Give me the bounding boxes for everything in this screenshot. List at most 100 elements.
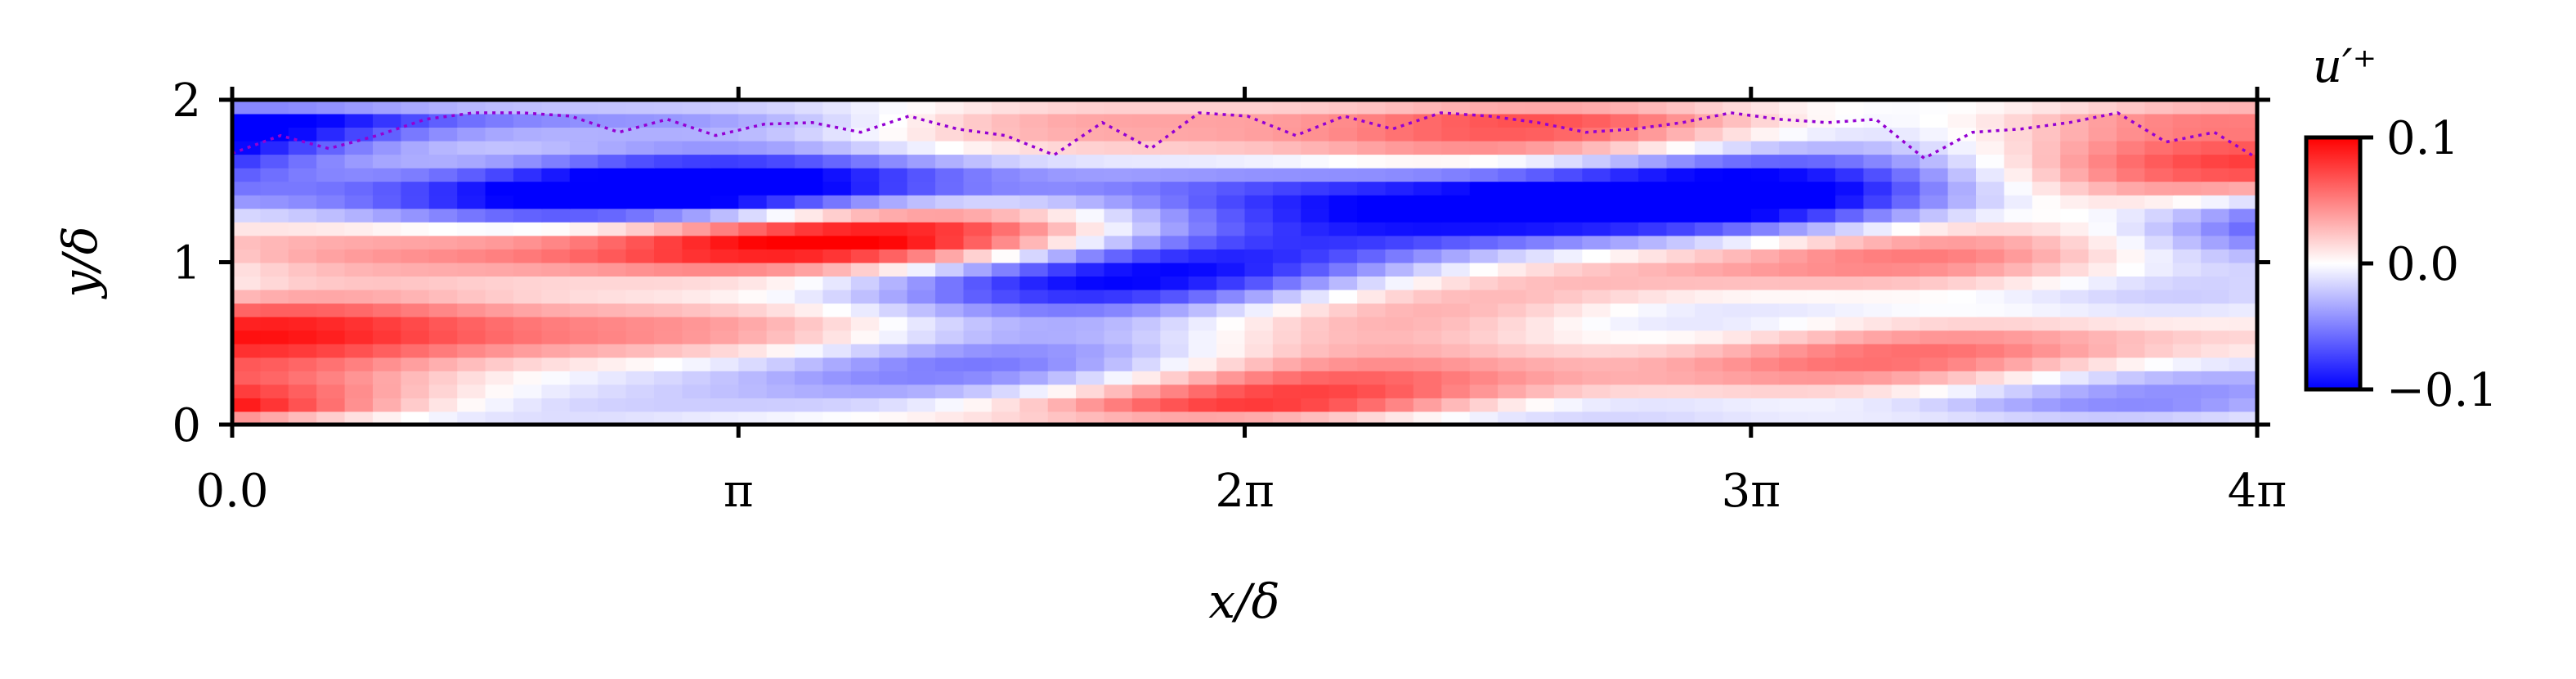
heatmap-cell	[963, 167, 992, 182]
heatmap-cell	[935, 154, 965, 169]
heatmap-cell	[2117, 113, 2146, 128]
heatmap-cell	[2172, 370, 2202, 385]
heatmap-cell	[1723, 208, 1752, 223]
heatmap-cell	[260, 181, 289, 196]
heatmap-cell	[1723, 303, 1752, 317]
heatmap-cell	[1216, 289, 1246, 304]
heatmap-cell	[1920, 384, 1949, 398]
heatmap-cell	[766, 181, 796, 196]
heatmap-cell	[541, 181, 571, 196]
heatmap-cell	[2144, 167, 2174, 182]
heatmap-cell	[1750, 262, 1781, 277]
heatmap-cell	[963, 357, 992, 371]
heatmap-cell	[373, 113, 402, 128]
heatmap-cell	[1694, 167, 1724, 182]
heatmap-cell	[457, 303, 486, 317]
heatmap-cell	[1863, 154, 1893, 169]
heatmap-cell	[1553, 303, 1584, 317]
heatmap-cell	[2144, 330, 2174, 344]
heatmap-cell	[738, 154, 768, 169]
heatmap-cell	[795, 113, 824, 128]
heatmap-cell	[766, 113, 796, 128]
heatmap-cell	[1019, 330, 1049, 344]
heatmap-cell	[2004, 181, 2033, 196]
heatmap-cell	[795, 167, 824, 182]
heatmap-cell	[2117, 316, 2146, 331]
heatmap-cell	[1385, 208, 1414, 223]
heatmap-cell	[1694, 208, 1724, 223]
heatmap-cell	[1498, 181, 1527, 196]
heatmap-cell	[2229, 181, 2257, 196]
heatmap-cell	[1385, 140, 1414, 155]
heatmap-cell	[457, 100, 486, 115]
heatmap-cell	[1357, 208, 1387, 223]
heatmap-cell	[907, 397, 937, 412]
heatmap-cell	[935, 113, 965, 128]
y-axis-ticks: 012	[172, 74, 2270, 452]
heatmap-cell	[485, 167, 514, 182]
heatmap-cell	[401, 411, 430, 425]
heatmap-cell	[457, 113, 486, 128]
heatmap-cell	[766, 357, 796, 371]
heatmap-cell	[2060, 113, 2090, 128]
heatmap-cell	[991, 100, 1021, 115]
heatmap-cell	[344, 289, 374, 304]
heatmap-cell	[1638, 330, 1668, 344]
heatmap-cell	[1723, 221, 1752, 236]
heatmap-cell	[682, 303, 711, 317]
heatmap-cell	[1553, 194, 1584, 209]
heatmap-cell	[485, 221, 514, 236]
heatmap-cell	[1976, 411, 2005, 425]
heatmap-cell	[1385, 221, 1414, 236]
heatmap-cell	[1694, 100, 1724, 115]
heatmap-cell	[1807, 154, 1836, 169]
heatmap-cell	[1301, 316, 1330, 331]
heatmap-cell	[795, 357, 824, 371]
heatmap-cell	[1638, 100, 1668, 115]
heatmap-cell	[1301, 397, 1330, 412]
heatmap-cell	[373, 303, 402, 317]
heatmap-cell	[569, 140, 599, 155]
heatmap-cell	[344, 249, 374, 263]
heatmap-cell	[1694, 303, 1724, 317]
heatmap-cell	[2032, 221, 2062, 236]
heatmap-cell	[1131, 113, 1162, 128]
heatmap-cell	[401, 235, 430, 250]
colorbar-title: u′⁺	[2313, 40, 2377, 93]
heatmap-cell	[1891, 289, 1921, 304]
heatmap-cell	[401, 289, 430, 304]
heatmap-cell	[401, 276, 430, 290]
heatmap-cell	[1891, 100, 1921, 115]
heatmap-cell	[485, 127, 514, 142]
heatmap-cell	[710, 262, 740, 277]
heatmap-cell	[850, 343, 880, 358]
heatmap-cell	[401, 221, 430, 236]
heatmap-cell	[232, 411, 262, 425]
heatmap-cell	[682, 167, 711, 182]
heatmap-cell	[1582, 343, 1611, 358]
heatmap-cell	[1553, 384, 1584, 398]
heatmap-cell	[373, 289, 402, 304]
heatmap-cell	[1076, 127, 1105, 142]
heatmap-cell	[2088, 303, 2117, 317]
heatmap-cell	[1863, 235, 1893, 250]
heatmap-cell	[1019, 167, 1049, 182]
heatmap-cell	[2032, 357, 2062, 371]
heatmap-cell	[1582, 330, 1611, 344]
heatmap-cell	[1920, 316, 1949, 331]
heatmap-cell	[2229, 397, 2257, 412]
heatmap-cell	[766, 127, 796, 142]
heatmap-cell	[232, 154, 262, 169]
heatmap-cell	[682, 249, 711, 263]
heatmap-cell	[822, 221, 852, 236]
heatmap-cell	[260, 384, 289, 398]
heatmap-cell	[457, 330, 486, 344]
heatmap-cell	[485, 181, 514, 196]
heatmap-cell	[1244, 303, 1274, 317]
heatmap-cell	[457, 411, 486, 425]
heatmap-cell	[1891, 411, 1921, 425]
heatmap-cell	[2201, 154, 2230, 169]
heatmap-cell	[1891, 249, 1921, 263]
heatmap-cell	[428, 316, 459, 331]
heatmap-cell	[1047, 235, 1077, 250]
